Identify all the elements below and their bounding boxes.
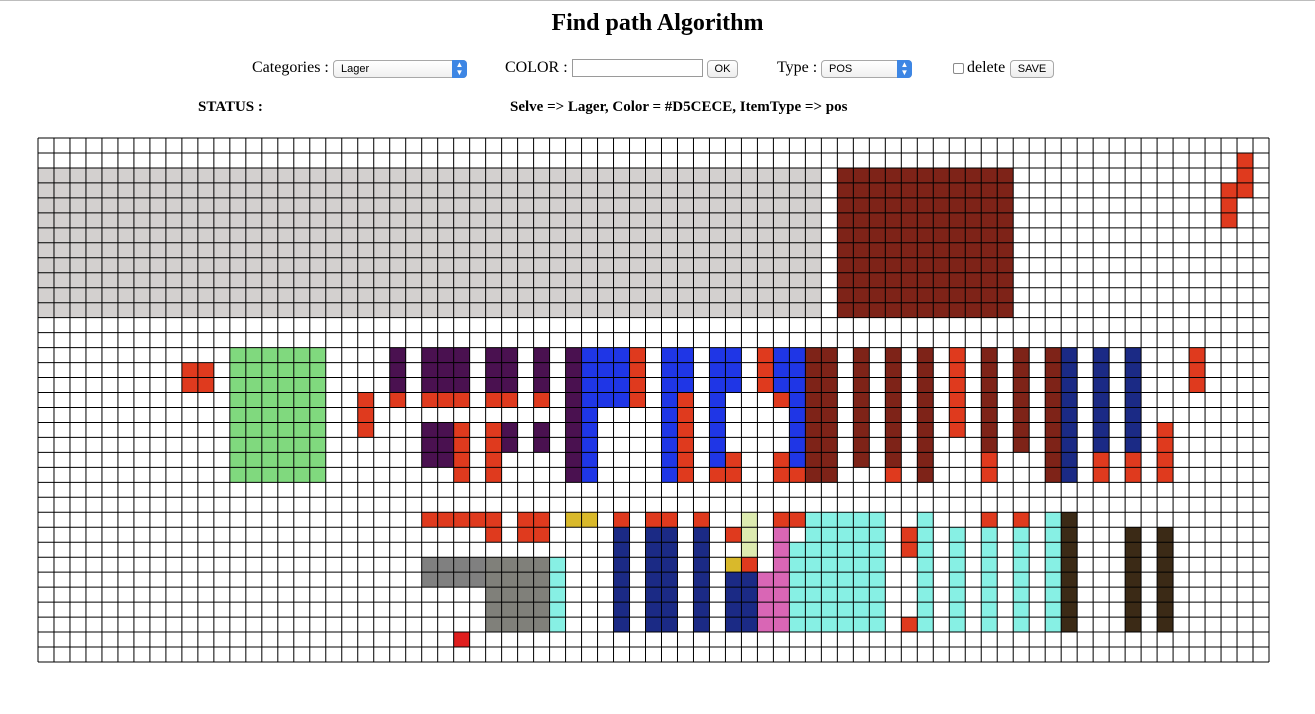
grid-block[interactable]	[389, 392, 406, 408]
grid-block[interactable]	[1125, 347, 1142, 453]
grid-block[interactable]	[725, 527, 742, 543]
type-select-value: POS	[829, 63, 853, 75]
grid-block[interactable]	[1093, 347, 1110, 453]
type-label: Type :	[777, 59, 818, 76]
delete-label: delete	[967, 59, 1006, 76]
grid-block[interactable]	[1125, 527, 1142, 633]
grid-block[interactable]	[981, 347, 998, 453]
grid-block[interactable]	[1013, 527, 1030, 633]
grid-lines	[37, 137, 1270, 663]
grid-block[interactable]	[1013, 347, 1030, 453]
grid-block[interactable]	[453, 347, 470, 393]
grid-block[interactable]	[501, 392, 518, 408]
grid-block[interactable]	[1061, 347, 1078, 483]
save-button[interactable]: SAVE	[1010, 60, 1054, 78]
grid-block[interactable]	[917, 347, 934, 483]
grid-block[interactable]	[645, 527, 662, 633]
delete-checkbox[interactable]	[953, 63, 964, 74]
grid-block[interactable]	[533, 392, 550, 408]
grid-block[interactable]	[581, 347, 598, 483]
grid-block[interactable]	[357, 392, 374, 438]
type-select[interactable]: POS ▲ ▼	[821, 60, 912, 78]
page-title: Find path Algorithm	[551, 10, 764, 36]
grid-block[interactable]	[645, 512, 662, 528]
grid-block[interactable]	[533, 347, 550, 393]
grid-block[interactable]	[389, 347, 406, 393]
grid-block[interactable]	[661, 347, 678, 483]
grid-block[interactable]	[725, 557, 742, 573]
grid-block[interactable]	[453, 392, 470, 408]
grid-block[interactable]	[453, 632, 470, 648]
grid-block[interactable]	[437, 392, 454, 408]
grid-block[interactable]	[773, 527, 790, 633]
grid-block[interactable]	[741, 512, 758, 558]
grid-block[interactable]	[773, 512, 790, 528]
grid-block[interactable]	[549, 557, 566, 633]
grid-block[interactable]	[1237, 152, 1254, 198]
grid-block[interactable]	[709, 467, 726, 483]
grid-block[interactable]	[469, 512, 486, 528]
grid-block[interactable]	[421, 422, 438, 468]
grid-block[interactable]	[773, 347, 790, 393]
grid-block[interactable]	[453, 512, 470, 528]
grid-block[interactable]	[1045, 347, 1062, 483]
grid-block[interactable]	[901, 617, 918, 633]
grid-block[interactable]	[437, 347, 454, 393]
grid-block[interactable]	[501, 347, 518, 393]
grid-block[interactable]	[421, 347, 438, 393]
grid-block[interactable]	[773, 392, 790, 408]
grid-block[interactable]	[485, 392, 502, 408]
categories-label: Categories :	[252, 59, 329, 76]
ok-button[interactable]: OK	[707, 60, 738, 78]
grid-block[interactable]	[661, 512, 678, 528]
grid-block[interactable]	[437, 422, 454, 468]
grid-block[interactable]	[789, 512, 806, 528]
select-arrows-icon: ▲ ▼	[452, 60, 467, 78]
grid-block[interactable]	[789, 467, 806, 483]
color-input[interactable]	[572, 59, 703, 77]
shelf-grid[interactable]	[37, 137, 1270, 663]
grid-block[interactable]	[725, 347, 742, 393]
grid-block[interactable]	[565, 347, 582, 483]
grid-block[interactable]	[661, 527, 678, 633]
grid-block[interactable]	[885, 467, 902, 483]
grid-block[interactable]	[1189, 347, 1206, 393]
categories-select[interactable]: Lager ▲ ▼	[333, 60, 467, 78]
grid-block[interactable]	[981, 527, 998, 633]
grid-block[interactable]	[693, 527, 710, 633]
grid-block[interactable]	[421, 392, 438, 408]
grid-block[interactable]	[437, 512, 454, 528]
grid-block[interactable]	[1221, 182, 1238, 228]
grid-block[interactable]	[1013, 512, 1030, 528]
categories-select-value: Lager	[341, 63, 370, 75]
grid-block[interactable]	[677, 347, 694, 393]
grid-block[interactable]	[741, 557, 758, 573]
grid-block[interactable]	[821, 347, 838, 483]
grid-block[interactable]	[805, 347, 822, 483]
status-message: Selve => Lager, Color = #D5CECE, ItemTyp…	[510, 99, 848, 115]
grid-block[interactable]	[757, 347, 774, 393]
grid-block[interactable]	[613, 512, 630, 528]
color-label: COLOR :	[505, 59, 568, 76]
select-arrows-icon: ▲ ▼	[897, 60, 912, 78]
grid-block[interactable]	[1157, 527, 1174, 633]
grid-block[interactable]	[613, 527, 630, 633]
status-label: STATUS :	[198, 99, 263, 115]
grid-block[interactable]	[421, 512, 438, 528]
grid-block[interactable]	[981, 512, 998, 528]
grid-block[interactable]	[485, 347, 502, 393]
grid-block[interactable]	[693, 512, 710, 528]
grid-block[interactable]	[949, 527, 966, 633]
